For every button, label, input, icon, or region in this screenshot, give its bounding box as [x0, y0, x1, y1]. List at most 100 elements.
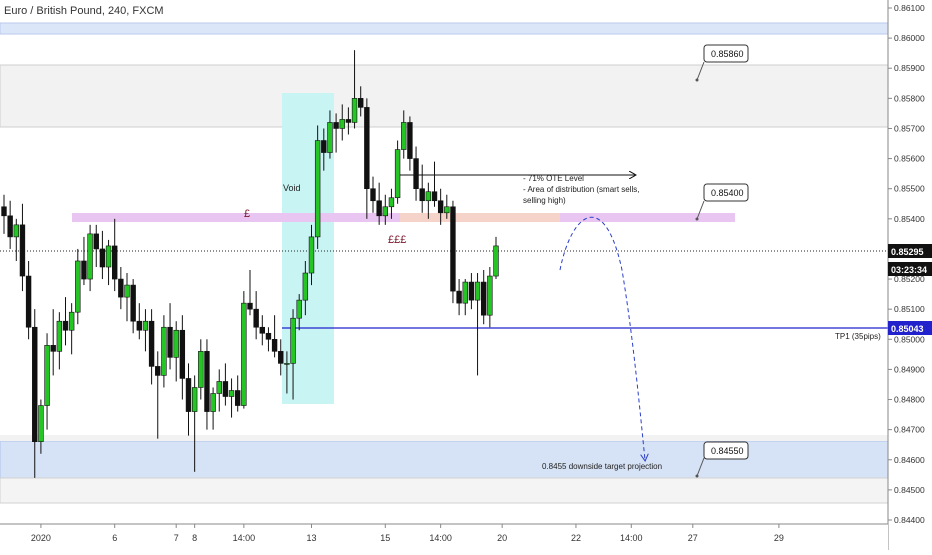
candle	[278, 339, 284, 376]
ote-text-1: - 71% OTE Level	[523, 174, 584, 183]
price-tick-label: 0.85800	[894, 93, 925, 103]
price-tick-label: 0.85600	[894, 154, 925, 164]
demand-zone	[0, 440, 889, 479]
time-tick-label: 22	[571, 533, 581, 543]
candle	[468, 273, 475, 310]
candle	[161, 315, 167, 388]
candle	[364, 98, 370, 219]
candle	[112, 218, 118, 292]
callout-mid[interactable]: 0.85400	[695, 183, 749, 221]
candle	[155, 351, 161, 439]
candle	[44, 333, 50, 430]
candle	[462, 279, 468, 316]
time-tick-label: 20	[497, 533, 507, 543]
time-tick-label: 7	[174, 533, 179, 543]
pound-label: £	[244, 208, 250, 220]
price-tick-label: 0.85700	[894, 123, 925, 133]
price-tick-label: 0.86100	[894, 3, 925, 13]
candle	[351, 50, 358, 129]
top-blue-zone	[0, 22, 889, 35]
candle	[167, 303, 173, 370]
time-tick-label: 14:00	[620, 533, 643, 543]
tp1-label: TP1 (35pips)	[835, 332, 881, 341]
candle	[302, 260, 309, 316]
supply-zone-upper	[0, 64, 889, 128]
candle	[419, 164, 425, 213]
candle	[357, 86, 364, 117]
candle	[130, 279, 136, 334]
candle	[148, 309, 155, 385]
price-tick-label: 0.84600	[894, 455, 925, 465]
candle	[228, 378, 235, 418]
candle	[271, 315, 278, 358]
candles-layer	[1, 50, 499, 478]
ote-band-far	[560, 213, 735, 222]
candle	[284, 351, 290, 394]
price-tick-label: 0.84500	[894, 485, 925, 495]
candle	[407, 116, 413, 171]
candle	[75, 248, 81, 325]
candle	[222, 363, 229, 406]
candle	[296, 294, 302, 331]
candle	[308, 224, 315, 286]
chart-title: Euro / British Pound, 240, FXCM	[4, 5, 164, 17]
candle	[401, 110, 407, 159]
candle	[118, 267, 124, 310]
candle	[210, 387, 216, 430]
ote-band-right	[400, 213, 560, 222]
candle	[136, 303, 142, 340]
candle	[247, 270, 253, 316]
candle	[345, 107, 352, 135]
callout-bottom-label: 0.84550	[711, 446, 744, 456]
callout-bottom[interactable]: 0.84550	[695, 441, 749, 478]
projection-curve	[559, 217, 645, 460]
price-tick-label: 0.86000	[894, 33, 925, 43]
candle	[13, 218, 19, 261]
price-tick-label: 0.84800	[894, 395, 925, 405]
candle	[321, 128, 327, 171]
candle	[19, 203, 26, 292]
candle	[173, 321, 179, 382]
candle	[216, 369, 222, 412]
time-tick-label: 8	[192, 533, 197, 543]
candle	[314, 125, 321, 249]
candle	[7, 200, 13, 249]
candle	[431, 161, 438, 207]
price-tick-label: 0.85200	[894, 274, 925, 284]
candle	[425, 182, 432, 219]
candle	[185, 363, 192, 436]
candle	[50, 309, 56, 376]
candle	[87, 224, 93, 292]
candle	[93, 224, 99, 268]
candle	[253, 291, 259, 340]
candle	[38, 399, 44, 454]
price-tick-label: 0.85400	[894, 214, 925, 224]
time-axis[interactable]	[0, 523, 888, 550]
price-tick-label: 0.85100	[894, 304, 925, 314]
candle	[394, 140, 401, 204]
time-tick-label: 29	[774, 533, 784, 543]
ote-band	[72, 213, 400, 222]
void-label: Void	[283, 183, 301, 193]
time-tick-label: 2020	[31, 533, 51, 543]
zones-layer	[0, 22, 889, 504]
candle	[480, 270, 487, 325]
candle	[259, 315, 265, 346]
price-axis-ticks: 0.86100 0.86000 0.85900 0.85800 0.85700 0.856…	[888, 3, 925, 525]
countdown-value: 03:23:34	[891, 265, 927, 275]
tp-price-value: 0.85043	[891, 324, 924, 334]
price-tick-label: 0.84900	[894, 364, 925, 374]
candle	[388, 188, 395, 219]
callout-top[interactable]: 0.85860	[695, 44, 749, 82]
price-tick-label: 0.84700	[894, 425, 925, 435]
candle	[62, 297, 69, 346]
candle	[204, 339, 210, 430]
candle	[333, 113, 339, 153]
time-tick-label: 14:00	[429, 533, 452, 543]
candle	[456, 279, 462, 316]
countdown-badge: 03:23:34	[888, 262, 932, 276]
candle	[105, 239, 112, 286]
candle	[56, 312, 63, 370]
